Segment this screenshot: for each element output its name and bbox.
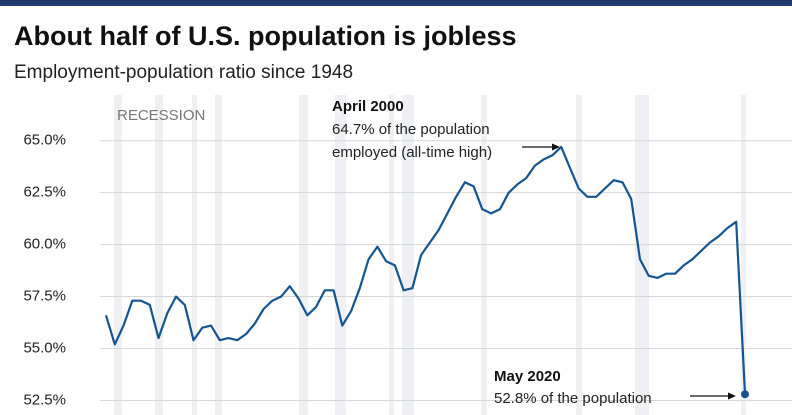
annotation-text: 52.8% of the population — [494, 390, 652, 407]
grid — [100, 140, 792, 401]
annotation-text: 64.7% of the population — [332, 121, 490, 138]
y-tick-label: 55.0% — [23, 339, 66, 356]
line — [104, 145, 747, 395]
chart-title: About half of U.S. population is jobless — [14, 21, 517, 51]
top-bar — [0, 0, 792, 6]
annotation-arrow — [690, 392, 736, 400]
annotation-text: employed (all-time high) — [332, 144, 492, 161]
annotation-arrow — [522, 143, 560, 151]
annotation-title: April 2000 — [332, 98, 404, 115]
y-tick-label: 52.5% — [23, 391, 66, 408]
y-tick-label: 62.5% — [23, 184, 66, 201]
y-tick-label: 65.0% — [23, 132, 66, 149]
recession-bands — [114, 95, 746, 415]
annotation-title: May 2020 — [494, 368, 561, 385]
recession-label: RECESSION — [117, 107, 205, 124]
y-tick-label: 60.0% — [23, 236, 66, 253]
y-tick-label: 57.5% — [23, 288, 66, 305]
chart-subtitle: Employment-population ratio since 1948 — [14, 62, 353, 83]
end-dot — [741, 390, 749, 399]
